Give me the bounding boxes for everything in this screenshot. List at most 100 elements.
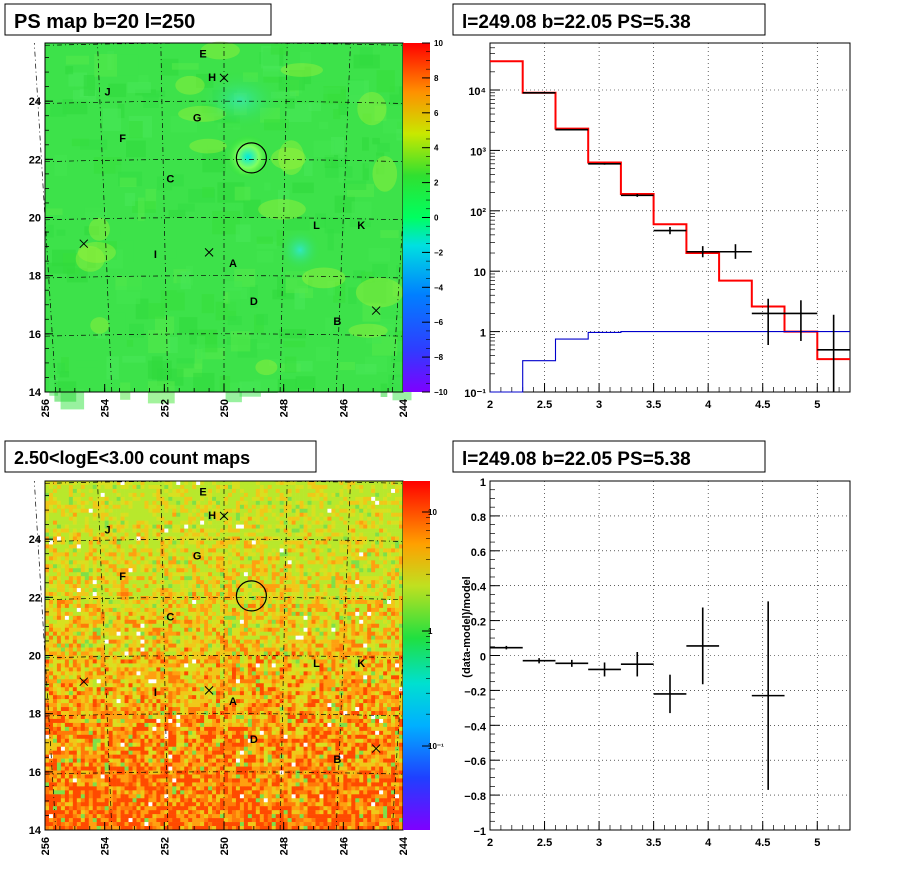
count-map-pixel xyxy=(287,623,292,629)
count-map-pixel xyxy=(60,599,66,605)
count-map-pixel xyxy=(220,481,225,486)
count-map-pixel xyxy=(251,508,257,514)
count-map-pixel xyxy=(291,516,296,521)
count-map-pixel xyxy=(391,556,396,561)
count-map-pixel xyxy=(64,548,70,553)
count-map-pixel xyxy=(156,635,161,640)
count-map-pixel xyxy=(45,524,50,529)
count-map-pixel xyxy=(96,643,101,648)
count-map-pixel xyxy=(307,627,312,633)
count-map-pixel xyxy=(212,544,217,549)
count-map-pixel xyxy=(295,512,300,517)
count-map-pixel xyxy=(160,588,165,593)
ps-colorbar-tick-label: 2 xyxy=(434,179,439,188)
count-map-pixel xyxy=(196,492,201,498)
count-map-pixel xyxy=(319,508,324,514)
count-map-pixel xyxy=(363,627,368,633)
count-map-pixel xyxy=(64,540,70,545)
count-map-pixel xyxy=(231,639,237,644)
count-map-pixel xyxy=(128,520,133,525)
count-map-pixel xyxy=(303,560,308,565)
count-map-pixel xyxy=(271,651,277,656)
count-map-pixel xyxy=(172,496,177,502)
count-map-pixel xyxy=(100,556,105,561)
count-map-pixel xyxy=(76,607,82,613)
count-map-pixel xyxy=(251,615,257,621)
count-map-pixel xyxy=(323,524,328,529)
count-map-pixel xyxy=(120,536,125,541)
count-map-pixel xyxy=(132,663,137,668)
count-map-pixel xyxy=(235,663,241,668)
count-map-pixel xyxy=(247,592,253,597)
count-map-pixel xyxy=(172,675,177,680)
count-map-pixel xyxy=(311,520,316,525)
count-map-pixel xyxy=(263,504,269,510)
count-map-pixel xyxy=(96,667,101,672)
count-map-pixel xyxy=(287,552,292,557)
count-map-pixel xyxy=(92,576,98,581)
count-map-pixel xyxy=(100,580,105,585)
count-map-pixel xyxy=(335,564,340,569)
count-map-pixel xyxy=(323,520,328,525)
count-map-pixel xyxy=(52,548,58,553)
count-map-pixel xyxy=(156,504,161,510)
count-map-pixel xyxy=(363,544,368,549)
count-map-pixel xyxy=(68,655,74,660)
ps-map-texture-patch xyxy=(263,71,282,83)
count-map-pixel xyxy=(104,528,109,533)
ps-map-texture-patch xyxy=(201,294,215,314)
count-map-pixel xyxy=(299,655,304,660)
count-map-pixel xyxy=(283,532,288,537)
count-map-pixel xyxy=(327,516,332,521)
count-map-pixel xyxy=(92,584,98,589)
count-map-pixel xyxy=(84,651,90,656)
count-map-pixel xyxy=(172,516,177,521)
count-map-pixel xyxy=(327,611,332,617)
count-map-pixel xyxy=(391,572,396,577)
count-map-pixel xyxy=(136,647,141,652)
count-map-pixel xyxy=(48,611,54,617)
count-map-pixel xyxy=(45,663,50,668)
count-map-pixel xyxy=(339,524,344,529)
count-map-pixel xyxy=(287,627,292,633)
count-map-pixel xyxy=(359,516,364,521)
count-map-pixel xyxy=(212,512,217,517)
count-map-pixel xyxy=(307,544,312,549)
count-map-pixel xyxy=(319,572,324,577)
count-map-pixel xyxy=(212,659,217,664)
count-map-pixel xyxy=(267,572,273,577)
count-map-pixel xyxy=(259,655,265,660)
count-map-pixel xyxy=(235,671,241,676)
count-map-pixel xyxy=(208,512,213,517)
count-map-pixel xyxy=(383,516,388,521)
count-map-pixel xyxy=(56,552,62,557)
ps-map-texture-patch xyxy=(65,66,74,75)
count-map-pixel xyxy=(287,536,292,541)
count-map-pixel xyxy=(319,643,324,648)
count-map-pixel xyxy=(395,492,400,498)
count-map-pixel xyxy=(60,671,66,676)
count-map-pixel xyxy=(367,532,372,537)
count-map-pixel xyxy=(271,627,277,633)
count-map-pixel xyxy=(355,599,360,605)
count-map-pixel xyxy=(128,643,133,648)
count-map-pixel xyxy=(192,647,197,652)
count-map-pixel xyxy=(84,572,90,577)
count-map-pixel xyxy=(295,584,300,589)
count-map-pixel xyxy=(128,623,133,629)
count-map-pixel xyxy=(196,540,201,545)
count-map-pixel xyxy=(371,635,376,640)
count-map-pixel xyxy=(80,623,86,629)
ps-map-texture-patch xyxy=(362,137,369,151)
count-map-pixel xyxy=(347,556,352,561)
count-map-pixel xyxy=(45,607,50,613)
count-map-pixel xyxy=(251,540,257,545)
count-map-pixel xyxy=(88,615,94,621)
count-map-pixel xyxy=(343,580,348,585)
count-map-pixel xyxy=(251,488,257,494)
count-map-pixel xyxy=(399,639,404,644)
count-map-pixel xyxy=(184,647,189,652)
count-map-pixel xyxy=(315,536,320,541)
count-map-pixel xyxy=(120,635,125,640)
count-map-pixel xyxy=(343,564,348,569)
